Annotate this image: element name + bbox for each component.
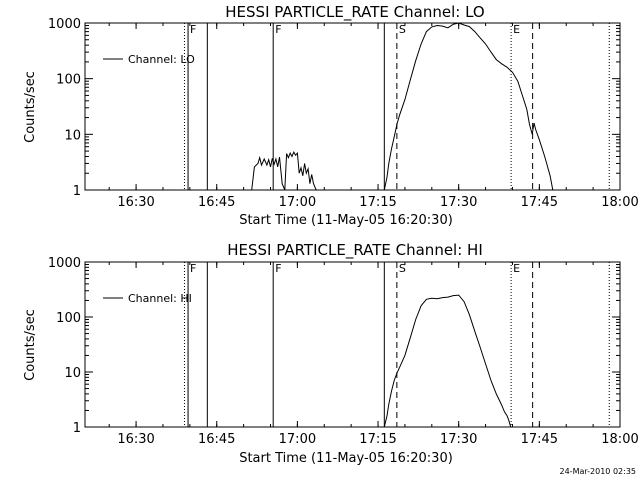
x-tick-label: 16:45 <box>198 195 235 210</box>
legend-label-hi: Channel: HI <box>128 292 192 305</box>
x-tick-label: 16:45 <box>198 432 235 447</box>
y-axis-label-hi: Counts/sec <box>23 309 38 381</box>
plot-frame-lo <box>84 22 621 191</box>
x-tick-label: 18:00 <box>601 195 638 210</box>
y-tick-label: 1000 <box>48 17 81 32</box>
series-line-hi <box>383 294 512 428</box>
panel-lo: HESSI PARTICLE_RATE Channel: LO 16:30 16:… <box>23 3 639 228</box>
legend-lo: Channel: LO <box>103 53 195 66</box>
panel-hi: HESSI PARTICLE_RATE Channel: HI 16:30 16:… <box>23 241 639 466</box>
axis-ticks-hi: 16:30 16:45 17:00 17:15 17:30 17:45 18:00 1 10 10… <box>48 256 639 447</box>
x-tick-label: 16:30 <box>117 195 154 210</box>
axis-ticks-lo: 16:30 16:45 17:00 17:15 17:30 17:45 18:00 1 10 10… <box>48 17 639 210</box>
marker-label: F <box>190 23 196 36</box>
x-tick-label: 17:30 <box>440 195 477 210</box>
x-tick-label: 18:00 <box>601 432 638 447</box>
chart-title-hi: HESSI PARTICLE_RATE Channel: HI <box>227 241 483 260</box>
footer-timestamp: 24-Mar-2010 02:35 <box>560 467 637 476</box>
y-tick-label: 1 <box>73 421 81 436</box>
series-line-lo <box>383 22 554 191</box>
x-tick-label: 17:00 <box>279 195 316 210</box>
series-hi <box>383 294 512 428</box>
y-tick-label: 1000 <box>48 256 81 271</box>
marker-label: S <box>399 23 406 36</box>
y-tick-label: 10 <box>64 128 81 143</box>
x-tick-label: 17:15 <box>359 432 396 447</box>
series-lo <box>247 22 554 191</box>
x-tick-label: 17:00 <box>279 432 316 447</box>
x-tick-label: 16:30 <box>117 432 154 447</box>
legend-label-lo: Channel: LO <box>128 53 195 66</box>
x-axis-label-lo: Start Time (11-May-05 16:20:30) <box>239 213 453 228</box>
marker-label: F <box>275 23 281 36</box>
legend-hi: Channel: HI <box>103 292 192 305</box>
y-axis-label-lo: Counts/sec <box>23 71 38 143</box>
y-tick-label: 100 <box>56 311 81 326</box>
x-tick-label: 17:45 <box>521 195 558 210</box>
marker-label: S <box>399 262 406 275</box>
chart-title-lo: HESSI PARTICLE_RATE Channel: LO <box>225 3 484 22</box>
marker-label: E <box>513 23 520 36</box>
marker-label: F <box>275 262 281 275</box>
y-tick-label: 1 <box>73 184 81 199</box>
x-axis-label-hi: Start Time (11-May-05 16:20:30) <box>239 451 453 466</box>
x-tick-label: 17:15 <box>359 195 396 210</box>
marker-label: F <box>190 262 196 275</box>
x-tick-label: 17:30 <box>440 432 477 447</box>
y-tick-label: 10 <box>64 366 81 381</box>
marker-label: E <box>513 262 520 275</box>
series-line-lo <box>247 150 318 191</box>
y-tick-label: 100 <box>56 73 81 88</box>
plot-frame-hi <box>84 261 621 428</box>
x-tick-label: 17:45 <box>521 432 558 447</box>
